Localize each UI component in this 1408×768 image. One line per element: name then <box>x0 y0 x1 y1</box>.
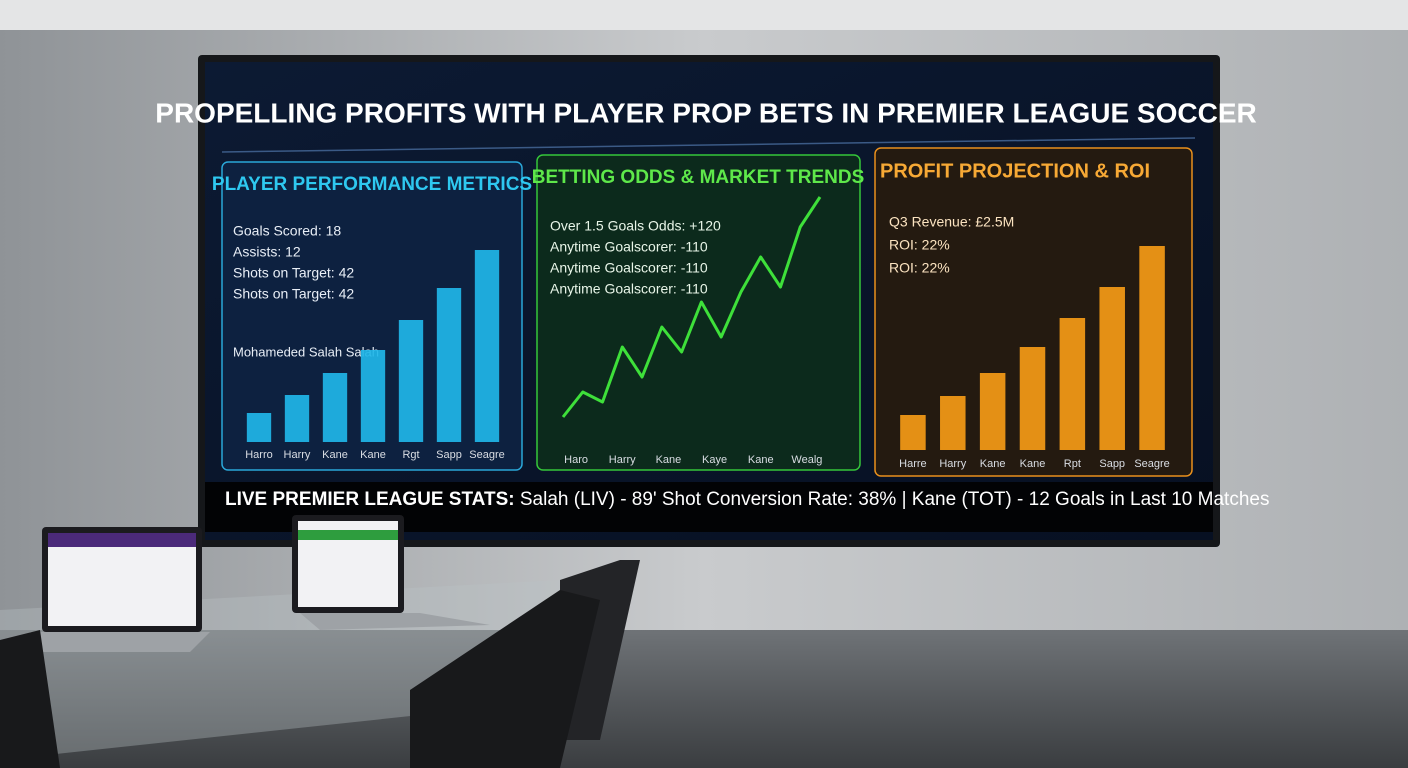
chair <box>410 590 600 768</box>
ticker-text: Salah (LIV) - 89' Shot Conversion Rate: … <box>520 489 1270 510</box>
stat-line: Shots on Target: 42 <box>233 265 354 281</box>
laptop-base <box>300 613 490 630</box>
bar <box>900 415 926 450</box>
x-tick-label: Kane <box>748 454 774 466</box>
x-tick-label: Haro <box>564 454 588 466</box>
stat-line: ROI: 22% <box>889 237 950 253</box>
x-tick-label: Sapp <box>436 449 462 461</box>
chair <box>0 630 60 768</box>
bar <box>284 395 310 442</box>
laptop-header <box>48 533 196 547</box>
bar <box>360 350 386 442</box>
panel-title: BETTING ODDS & MARKET TRENDS <box>532 167 865 188</box>
stat-line: Goals Scored: 18 <box>233 223 341 239</box>
player-name: Mohameded Salah Salah <box>233 344 379 359</box>
x-tick-label: Harry <box>284 449 311 461</box>
ticker-label: LIVE PREMIER LEAGUE STATS: <box>225 489 515 510</box>
stat-line: ROI: 22% <box>889 260 950 276</box>
laptop-screen <box>48 533 196 626</box>
bar <box>246 413 272 442</box>
bar <box>474 250 500 442</box>
ticker: LIVE PREMIER LEAGUE STATS: Salah (LIV) -… <box>225 489 1269 510</box>
laptop-base <box>20 632 210 652</box>
x-tick-label: Sapp <box>1099 458 1125 470</box>
stat-line: Assists: 12 <box>233 244 301 260</box>
x-tick-label: Kane <box>980 458 1006 470</box>
stat-line: Q3 Revenue: £2.5M <box>889 214 1014 230</box>
bar <box>940 396 966 450</box>
x-tick-label: Seagre <box>1134 458 1169 470</box>
divider <box>221 137 1196 153</box>
stat-line: Anytime Goalscorer: -110 <box>550 239 708 255</box>
bar <box>1059 318 1086 450</box>
panel-title: PROFIT PROJECTION & ROI <box>880 160 1150 182</box>
stat-line: Anytime Goalscorer: -110 <box>550 281 708 297</box>
bar <box>322 373 348 442</box>
x-tick-label: Harre <box>899 458 927 470</box>
x-tick-label: Kane <box>656 454 682 466</box>
stat-line: Shots on Target: 42 <box>233 286 354 302</box>
bar <box>398 320 424 442</box>
x-tick-label: Harry <box>609 454 636 466</box>
x-tick-label: Harro <box>245 449 273 461</box>
x-tick-label: Seagre <box>469 449 504 461</box>
trend-line <box>561 196 822 418</box>
bar <box>979 373 1006 450</box>
floor <box>0 630 1408 768</box>
x-tick-label: Rgt <box>402 449 419 461</box>
bar <box>1099 287 1125 450</box>
x-tick-label: Harry <box>939 458 966 470</box>
bar <box>1019 347 1046 450</box>
ceiling <box>0 0 1408 30</box>
stat-line: Anytime Goalscorer: -110 <box>550 260 708 276</box>
bar <box>436 288 462 442</box>
x-tick-label: Rpt <box>1064 458 1081 470</box>
x-tick-label: Kane <box>1020 458 1046 470</box>
x-tick-label: Kane <box>360 449 386 461</box>
laptop-header <box>298 530 398 540</box>
panel-title: PLAYER PERFORMANCE METRICS <box>212 174 532 195</box>
x-tick-label: Wealg <box>791 454 822 466</box>
bar <box>1139 246 1165 450</box>
x-tick-label: Kaye <box>702 454 727 466</box>
stat-line: Over 1.5 Goals Odds: +120 <box>550 218 721 234</box>
screen-title: PROPELLING PROFITS WITH PLAYER PROP BETS… <box>155 97 1256 128</box>
x-tick-label: Kane <box>322 449 348 461</box>
